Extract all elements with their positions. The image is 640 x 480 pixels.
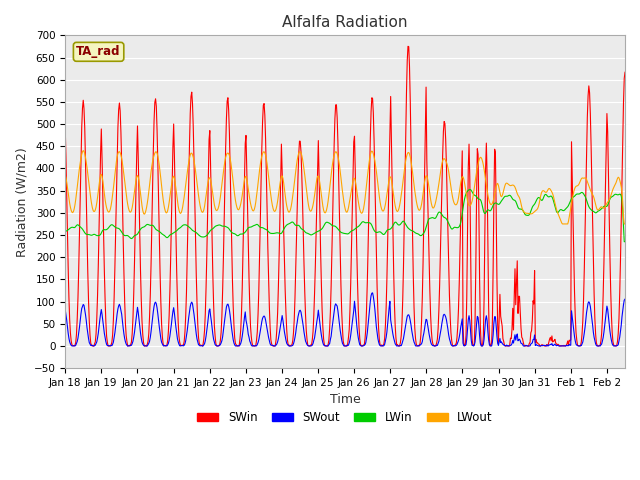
Title: Alfalfa Radiation: Alfalfa Radiation [282,15,408,30]
LWin [61,228,69,234]
SWout [61,306,69,312]
SWin [465,165,472,170]
SWout [63,324,71,330]
SWin [61,123,69,129]
LWout [63,184,71,190]
SWin [63,229,71,235]
Legend: SWin, SWout, LWin, LWout: SWin, SWout, LWin, LWout [193,407,498,429]
SWout [322,343,330,348]
Line: LWout: LWout [65,151,625,224]
SWin [404,44,412,49]
LWin [620,239,628,245]
SWout [465,317,472,323]
LWin [477,198,485,204]
LWout [140,211,148,217]
Y-axis label: Radiation (W/m2): Radiation (W/m2) [15,147,28,257]
Line: SWout: SWout [65,293,625,346]
LWout [322,209,330,215]
SWin [140,343,148,349]
LWout [559,221,566,227]
SWout [69,343,77,349]
SWin [301,289,308,295]
SWin [89,343,97,349]
X-axis label: Time: Time [330,394,360,407]
LWout [621,221,629,227]
LWout [477,155,485,160]
SWin [322,343,330,349]
SWout [478,343,486,349]
LWin [321,221,329,227]
LWin [300,228,308,234]
LWin [463,189,470,195]
LWin [63,228,71,233]
Line: SWin: SWin [65,47,625,346]
SWout [301,334,308,339]
SWout [621,296,629,302]
LWout [463,198,471,204]
LWin [621,239,629,245]
SWin [621,70,629,75]
LWin [140,224,147,230]
SWin [478,343,486,349]
LWout [301,172,308,178]
LWin [466,187,474,192]
SWout [369,290,376,296]
SWout [140,343,148,348]
LWout [61,172,69,178]
Text: TA_rad: TA_rad [76,45,121,58]
Line: LWin: LWin [65,190,625,242]
LWout [79,148,87,154]
